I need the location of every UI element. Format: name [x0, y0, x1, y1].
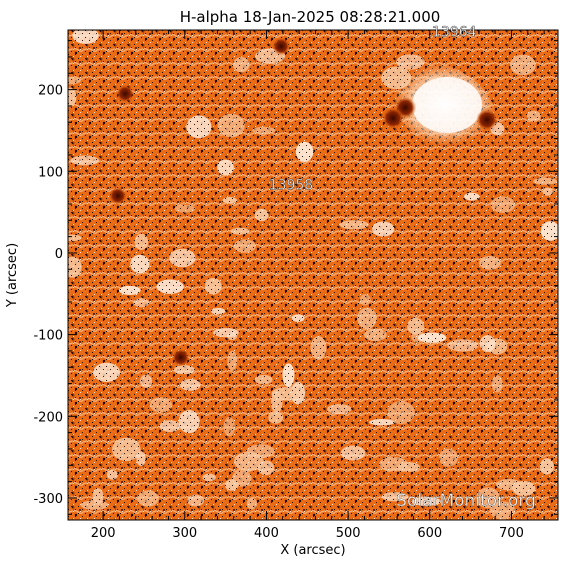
y-tick-label: -300 [33, 492, 63, 507]
filament-north [116, 84, 135, 103]
y-tick-label: 0 [55, 247, 63, 262]
x-tick-label: 200 [91, 526, 116, 541]
y-tick-label: -100 [33, 329, 63, 344]
y-tick-label: 200 [38, 84, 63, 99]
dark-spot-b [382, 107, 405, 130]
region-label: 13964 [432, 25, 477, 41]
x-axis-label: X (arcsec) [280, 543, 345, 558]
y-axis-label: Y (arcsec) [5, 243, 20, 308]
x-tick-label: 600 [417, 526, 442, 541]
x-axis-ticks: 200 300 400 500 600 700 [91, 30, 545, 541]
dark-spot-c [475, 108, 498, 131]
region-label: 13958 [269, 177, 314, 193]
filament-top [272, 37, 291, 56]
solar-features [108, 37, 498, 367]
region-labels: 13958 13964 [268, 24, 477, 193]
x-tick-label: 500 [336, 526, 361, 541]
x-tick-label: 300 [172, 526, 197, 541]
watermark: SolarMonitor.org [396, 491, 536, 511]
bright-plage-ar13964-core [412, 77, 483, 134]
filament-west [108, 186, 127, 205]
y-axis-ticks: -300 -200 -100 0 100 200 [33, 40, 558, 515]
filament-south [171, 348, 190, 367]
solar-image [68, 30, 558, 520]
y-tick-label: -200 [33, 410, 63, 425]
x-tick-label: 400 [254, 526, 279, 541]
y-tick-label: 100 [38, 165, 63, 180]
plot-frame [67, 29, 559, 521]
chart-title: H-alpha 18-Jan-2025 08:28:21.000 [180, 8, 441, 26]
x-tick-label: 700 [499, 526, 524, 541]
